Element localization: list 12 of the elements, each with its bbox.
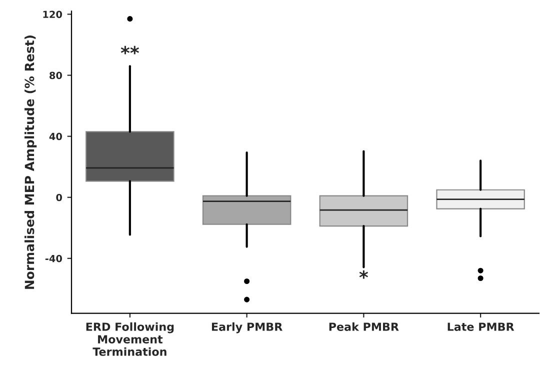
x-tick-label: Peak PMBR bbox=[329, 322, 399, 331]
y-tick-label: 80 bbox=[50, 72, 62, 80]
y-tick-label: 0 bbox=[56, 194, 62, 202]
x-tick-label: Late PMBR bbox=[448, 322, 514, 331]
y-tick-label: -40 bbox=[45, 254, 62, 262]
annotation: * bbox=[359, 270, 368, 279]
x-tick-label: Early PMBR bbox=[212, 322, 282, 334]
y-tick-label: 40 bbox=[49, 132, 62, 140]
x-tick-label: ERD Following Movement Termination bbox=[86, 322, 174, 356]
y-tick-label: 120 bbox=[43, 10, 62, 18]
y-axis-title: Normalised MEP Amplitude (% Rest) bbox=[24, 36, 37, 289]
annotation: ** bbox=[120, 46, 140, 54]
